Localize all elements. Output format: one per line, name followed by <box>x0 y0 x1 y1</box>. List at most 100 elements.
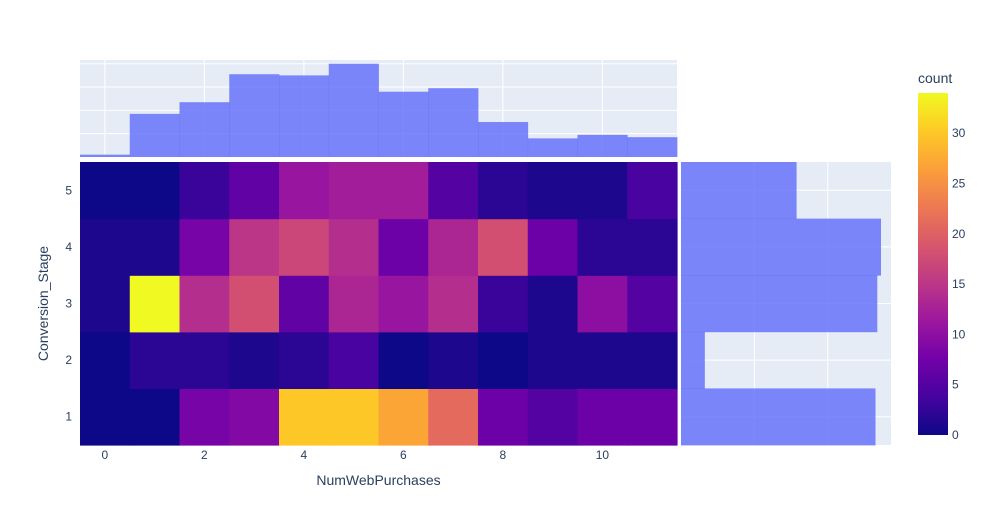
colorbar-tick-label: 30 <box>952 126 966 140</box>
heatmap-cell <box>129 218 181 276</box>
heatmap-cell <box>527 162 579 220</box>
heatmap-cell <box>627 388 678 446</box>
x-tick-label: 8 <box>500 448 507 462</box>
colorbar-tick-label: 10 <box>952 327 966 341</box>
right-marginal-bar <box>681 162 797 219</box>
heatmap-cell <box>428 388 479 446</box>
colorbar-tick-label: 5 <box>952 378 959 392</box>
right-marginal-bar <box>681 388 876 446</box>
top-marginal-bar <box>527 138 578 157</box>
colorbar-tick-label: 15 <box>952 277 966 291</box>
heatmap-cell <box>378 162 429 220</box>
right-marginal-histogram <box>681 162 891 446</box>
heatmap-cell <box>527 218 579 276</box>
heatmap-cell <box>577 331 628 389</box>
x-tick-label: 0 <box>102 448 109 462</box>
heatmap-cell <box>627 162 678 220</box>
heatmap-cell <box>478 162 529 220</box>
y-tick-label: 4 <box>65 240 72 254</box>
heatmap-cell <box>577 162 628 220</box>
heatmap-cell <box>129 275 181 333</box>
right-marginal-bar <box>681 275 878 333</box>
y-tick-label: 3 <box>65 297 72 311</box>
heatmap-cell <box>428 275 479 333</box>
heatmap-cell <box>378 275 429 333</box>
top-marginal-bar <box>80 154 131 157</box>
heatmap-cell <box>279 275 330 333</box>
y-tick-label: 1 <box>65 410 72 424</box>
colorbar-tick-label: 0 <box>952 428 959 442</box>
top-marginal-bar <box>428 88 479 157</box>
heatmap-cell <box>478 388 529 446</box>
heatmap-cell <box>577 388 628 446</box>
heatmap-cell <box>80 218 131 276</box>
heatmap-cell <box>179 218 230 276</box>
colorbar: count 0 5 10 15 20 25 30 <box>918 70 966 442</box>
top-marginal-bar <box>378 91 429 157</box>
y-tick-label: 2 <box>65 353 72 367</box>
right-marginal-bar <box>681 218 881 276</box>
heatmap-cell <box>179 162 230 220</box>
heatmap-cell <box>378 331 429 389</box>
heatmap-cell <box>527 275 579 333</box>
top-marginal-bar <box>179 102 230 157</box>
top-marginal-bar <box>627 137 678 157</box>
heatmap-cell <box>627 275 678 333</box>
top-marginal-histogram <box>80 60 678 158</box>
heatmap-cell <box>279 162 330 220</box>
heatmap-cell <box>80 162 131 220</box>
right-marginal-bar <box>681 331 705 389</box>
x-tick-label: 2 <box>201 448 208 462</box>
heatmap-cell <box>478 275 529 333</box>
heatmap-cell <box>80 331 131 389</box>
heatmap-cell <box>378 388 429 446</box>
colorbar-title: count <box>918 70 952 86</box>
heatmap-cell <box>627 218 678 276</box>
heatmap-cell <box>129 162 181 220</box>
heatmap-cell <box>129 331 181 389</box>
heatmap-cell <box>229 331 280 389</box>
heatmap-cell <box>428 162 479 220</box>
heatmap-cell <box>229 218 280 276</box>
heatmap-cell <box>577 218 628 276</box>
heatmap-cell <box>229 275 280 333</box>
heatmap-cell <box>279 331 330 389</box>
heatmap-cell <box>328 388 380 446</box>
colorbar-tick-label: 20 <box>952 227 966 241</box>
heatmap-cell <box>478 218 529 276</box>
heatmap-cell <box>229 162 280 220</box>
heatmap-cell <box>279 218 330 276</box>
heatmap-cell <box>80 388 131 446</box>
colorbar-gradient <box>918 93 948 435</box>
heatmap-cell <box>478 331 529 389</box>
heatmap-cell <box>428 331 479 389</box>
heatmap-cell <box>527 388 579 446</box>
top-marginal-bar <box>229 74 280 157</box>
heatmap-cell <box>627 331 678 389</box>
top-marginal-bar <box>577 134 628 157</box>
heatmap-cell <box>80 275 131 333</box>
top-marginal-bar <box>129 113 180 157</box>
heatmap-cell <box>179 275 230 333</box>
heatmap-cell <box>179 331 230 389</box>
heatmap-cell <box>378 218 429 276</box>
heatmap-cell <box>279 388 330 446</box>
x-tick-label: 6 <box>400 448 407 462</box>
heatmap-cell <box>577 275 628 333</box>
y-tick-label: 5 <box>65 183 72 197</box>
top-marginal-bar <box>328 63 379 158</box>
heatmap-cell <box>328 275 380 333</box>
heatmap-cell <box>527 331 579 389</box>
heatmap-cell <box>328 218 380 276</box>
heatmap-cell <box>428 218 479 276</box>
heatmap-cell <box>179 388 230 446</box>
top-marginal-bar <box>478 122 529 157</box>
x-tick-label: 10 <box>596 448 610 462</box>
heatmap-cell <box>129 388 181 446</box>
top-marginal-bar <box>279 75 330 157</box>
x-axis-title: NumWebPurchases <box>316 472 440 488</box>
x-tick-label: 4 <box>301 448 308 462</box>
heatmap-cell <box>328 162 380 220</box>
